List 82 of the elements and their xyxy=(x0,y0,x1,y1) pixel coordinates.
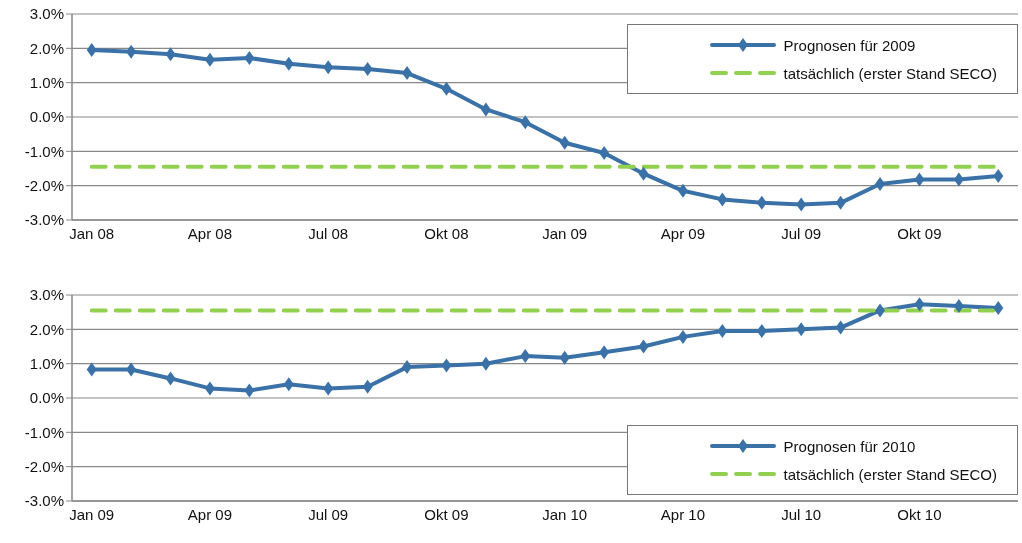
point xyxy=(86,362,97,377)
point xyxy=(953,298,964,313)
point xyxy=(402,360,413,375)
point xyxy=(441,81,452,96)
legend-label: Prognosen für 2010 xyxy=(783,437,916,455)
y-tick-label: 1.0% xyxy=(29,354,64,372)
x-tick-label: Okt 09 xyxy=(424,505,469,523)
y-tick-label: 3.0% xyxy=(29,5,64,23)
x-tick-label: Jan 09 xyxy=(69,505,115,523)
point xyxy=(204,52,215,67)
point xyxy=(441,358,452,373)
y-tick-label: 0.0% xyxy=(29,108,64,126)
point xyxy=(86,43,97,58)
point xyxy=(283,56,294,71)
y-tick-label: 2.0% xyxy=(29,320,64,338)
x-tick-label: Jul 10 xyxy=(781,505,822,523)
point xyxy=(480,356,491,371)
x-tick-label: Jul 08 xyxy=(308,224,349,242)
point xyxy=(993,301,1004,316)
point xyxy=(875,303,886,318)
x-tick-label: Jul 09 xyxy=(308,505,349,523)
legend-label: Prognosen für 2009 xyxy=(783,36,916,54)
point xyxy=(756,195,767,210)
x-tick-label: Apr 10 xyxy=(660,505,706,523)
y-tick-label: -3.0% xyxy=(24,211,64,229)
point xyxy=(993,169,1004,184)
point xyxy=(638,166,649,181)
x-tick-label: Jan 08 xyxy=(69,224,115,242)
x-tick-label: Apr 09 xyxy=(660,224,706,242)
legend-label: tatsächlich (erster Stand SECO) xyxy=(783,64,997,82)
x-tick-label: Jan 09 xyxy=(542,224,588,242)
point xyxy=(677,329,688,344)
point xyxy=(244,383,255,398)
point xyxy=(362,61,373,76)
point xyxy=(953,172,964,187)
point xyxy=(323,381,334,396)
point xyxy=(717,324,728,339)
x-tick-label: Okt 08 xyxy=(424,224,469,242)
point xyxy=(520,115,531,130)
point xyxy=(914,172,925,187)
point xyxy=(520,349,531,364)
point xyxy=(638,339,649,354)
y-tick-label: -1.0% xyxy=(24,142,64,160)
y-tick-label: -2.0% xyxy=(24,176,64,194)
point xyxy=(599,345,610,360)
point xyxy=(677,183,688,198)
point xyxy=(796,322,807,337)
legend-label: tatsächlich (erster Stand SECO) xyxy=(783,465,997,483)
point xyxy=(835,195,846,210)
point xyxy=(875,176,886,191)
point xyxy=(559,350,570,365)
x-tick-label: Okt 09 xyxy=(897,224,942,242)
point xyxy=(599,146,610,161)
point xyxy=(126,44,137,59)
y-tick-label: -1.0% xyxy=(24,423,64,441)
point xyxy=(835,320,846,335)
point xyxy=(323,60,334,75)
point xyxy=(559,135,570,150)
point xyxy=(402,66,413,81)
point xyxy=(362,379,373,394)
y-tick-label: -3.0% xyxy=(24,492,64,510)
point xyxy=(165,47,176,62)
y-tick-label: 3.0% xyxy=(29,286,64,304)
point xyxy=(914,297,925,312)
x-tick-label: Apr 08 xyxy=(187,224,233,242)
y-tick-label: -2.0% xyxy=(24,457,64,475)
y-tick-label: 2.0% xyxy=(29,39,64,57)
point xyxy=(756,324,767,339)
point xyxy=(283,377,294,392)
point xyxy=(244,50,255,65)
x-tick-label: Okt 10 xyxy=(897,505,942,523)
point xyxy=(126,362,137,377)
point xyxy=(165,371,176,386)
point xyxy=(796,197,807,212)
y-tick-label: 0.0% xyxy=(29,389,64,407)
y-tick-label: 1.0% xyxy=(29,73,64,91)
point xyxy=(204,381,215,396)
point xyxy=(717,192,728,207)
point xyxy=(480,102,491,117)
x-tick-label: Jul 09 xyxy=(781,224,822,242)
x-tick-label: Jan 10 xyxy=(542,505,588,523)
x-tick-label: Apr 09 xyxy=(187,505,233,523)
